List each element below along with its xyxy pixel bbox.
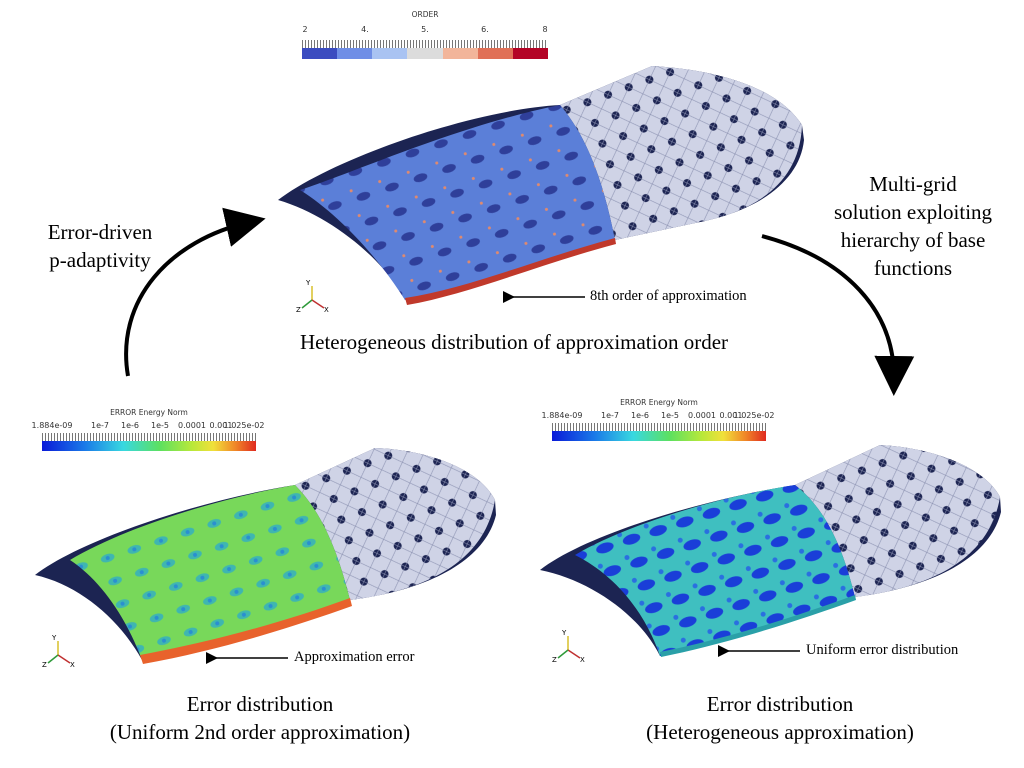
p-adaptivity-arrow bbox=[124, 207, 266, 377]
error-colorbar-right: ERROR Energy Norm 1.884e-09 1e-7 1e-6 1e… bbox=[542, 398, 774, 442]
order-colorbar-title: ORDER bbox=[411, 10, 439, 19]
axis-y-label-br: Y bbox=[562, 629, 567, 637]
br-annotation: Uniform error distribution bbox=[806, 642, 959, 658]
order-colorbar-segment bbox=[337, 48, 373, 59]
error-colorbar-gradient bbox=[552, 431, 766, 441]
bl-caption: Error distribution (Uniform 2nd order ap… bbox=[40, 690, 480, 746]
br-caption-line2: (Heterogeneous approximation) bbox=[646, 720, 914, 744]
error-tick: 1e-7 bbox=[91, 421, 109, 430]
multigrid-label-line2: solution exploiting bbox=[833, 200, 993, 224]
error-tick: 1e-5 bbox=[151, 421, 169, 430]
order-colorbar: ORDER 2 4. 5. 6. 8 bbox=[302, 10, 548, 62]
multigrid-label: Multi-grid solution exploiting hierarchy… bbox=[808, 170, 1018, 282]
error-tick: 1.884e-09 bbox=[31, 421, 73, 430]
bottom-right-shell bbox=[540, 445, 1001, 657]
axis-triad-bl bbox=[47, 641, 71, 664]
bottom-left-shell bbox=[35, 448, 496, 664]
top-shell bbox=[278, 66, 804, 305]
bl-caption-line2: (Uniform 2nd order approximation) bbox=[109, 720, 411, 744]
error-tick: 1.025e-02 bbox=[733, 411, 775, 420]
order-tick: 6. bbox=[481, 25, 489, 34]
error-tick: 1.884e-09 bbox=[541, 411, 583, 420]
axis-x-label-bl: X bbox=[70, 661, 75, 669]
axis-z-label-br: Z bbox=[552, 656, 557, 664]
multigrid-label-line1: Multi-grid bbox=[869, 172, 957, 196]
p-adaptivity-label-line2: p-adaptivity bbox=[49, 248, 151, 272]
bl-caption-line1: Error distribution bbox=[186, 692, 334, 716]
axis-triad-top bbox=[301, 286, 325, 309]
order-colorbar-gradient bbox=[302, 48, 548, 59]
p-adaptivity-label-line1: Error-driven bbox=[47, 220, 153, 244]
p-adaptivity-label: Error-driven p-adaptivity bbox=[20, 218, 180, 274]
br-caption-line1: Error distribution bbox=[706, 692, 854, 716]
order-colorbar-segment bbox=[512, 48, 548, 59]
axis-x-label-br: X bbox=[580, 656, 585, 664]
br-caption: Error distribution (Heterogeneous approx… bbox=[570, 690, 990, 746]
order-colorbar-segment bbox=[477, 48, 513, 59]
error-colorbar-title: ERROR Energy Norm bbox=[110, 408, 188, 417]
error-tick: 1.025e-02 bbox=[223, 421, 265, 430]
multigrid-label-line3: hierarchy of base bbox=[840, 228, 986, 252]
axis-y-label: Y bbox=[306, 279, 311, 287]
error-tick: 1e-6 bbox=[121, 421, 139, 430]
error-tick: 0.0001 bbox=[178, 421, 206, 430]
order-colorbar-segment bbox=[372, 48, 408, 59]
error-tick: 1e-6 bbox=[631, 411, 649, 420]
axis-y-label-bl: Y bbox=[52, 634, 57, 642]
error-tick: 0.0001 bbox=[688, 411, 716, 420]
top-annotation: 8th order of approximation bbox=[590, 288, 747, 304]
axis-z-label: Z bbox=[296, 306, 301, 314]
axis-z-label-bl: Z bbox=[42, 661, 47, 669]
error-tick: 1e-7 bbox=[601, 411, 619, 420]
order-colorbar-segment bbox=[442, 48, 478, 59]
axis-x-label: X bbox=[324, 306, 329, 314]
error-tick: 1e-5 bbox=[661, 411, 679, 420]
error-tick: 0.001 bbox=[209, 421, 233, 430]
order-tick: 2 bbox=[302, 25, 308, 34]
top-caption: Heterogeneous distribution of approximat… bbox=[299, 330, 729, 354]
multigrid-arrow bbox=[761, 234, 915, 396]
order-colorbar-segment bbox=[407, 48, 443, 59]
order-colorbar-segment bbox=[302, 48, 338, 59]
error-colorbar-gradient bbox=[42, 441, 256, 451]
error-colorbar-left: ERROR Energy Norm 1.884e-09 1e-7 1e-6 1e… bbox=[32, 408, 264, 452]
order-tick: 4. bbox=[361, 25, 369, 34]
axis-triad-br bbox=[557, 636, 581, 659]
error-tick: 0.001 bbox=[719, 411, 743, 420]
multigrid-label-line4: functions bbox=[873, 256, 953, 280]
error-colorbar-title: ERROR Energy Norm bbox=[620, 398, 698, 407]
order-tick: 8 bbox=[542, 25, 548, 34]
bl-annotation: Approximation error bbox=[294, 649, 415, 665]
order-tick: 5. bbox=[421, 25, 429, 34]
